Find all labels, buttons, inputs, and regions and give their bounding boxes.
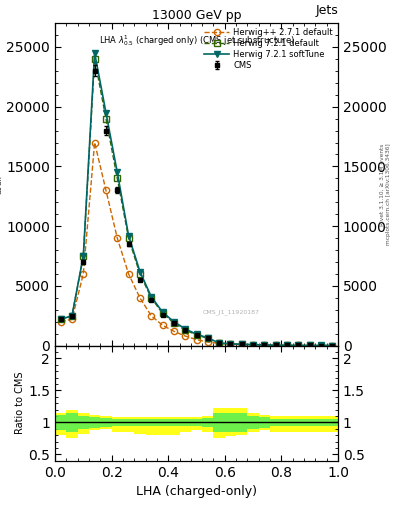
Herwig 7.2.1 default [330,343,335,349]
Herwig++ 2.7.1 default [194,336,199,343]
Herwig 7.2.1 default [251,342,255,348]
Herwig 7.2.1 softTune [149,293,154,300]
Herwig++ 2.7.1 default [251,342,255,348]
Herwig++ 2.7.1 default [126,271,131,277]
Herwig 7.2.1 softTune [307,343,312,349]
Herwig 7.2.1 default [285,343,289,349]
Herwig 7.2.1 softTune [104,110,108,116]
X-axis label: LHA (charged-only): LHA (charged-only) [136,485,257,498]
Herwig 7.2.1 default [194,332,199,338]
Y-axis label: $\frac{1}{\mathrm{d}\sigma}\frac{\mathrm{d}\sigma}{\mathrm{d}\lambda}$: $\frac{1}{\mathrm{d}\sigma}\frac{\mathrm… [0,174,5,195]
Herwig++ 2.7.1 default [160,322,165,328]
Herwig 7.2.1 default [138,271,142,277]
Herwig 7.2.1 default [58,316,63,323]
Herwig 7.2.1 default [70,313,74,319]
Herwig 7.2.1 default [206,335,210,342]
Herwig++ 2.7.1 default [115,235,119,241]
Herwig++ 2.7.1 default [171,328,176,334]
Herwig 7.2.1 softTune [274,342,278,348]
Herwig 7.2.1 softTune [228,340,233,347]
Herwig 7.2.1 default [92,56,97,62]
Herwig 7.2.1 softTune [262,342,267,348]
Herwig++ 2.7.1 default [104,187,108,194]
Herwig 7.2.1 default [319,343,323,349]
Herwig 7.2.1 softTune [171,318,176,325]
Herwig 7.2.1 default [126,235,131,241]
Herwig 7.2.1 softTune [330,343,335,349]
Herwig 7.2.1 default [104,116,108,122]
Herwig++ 2.7.1 default [239,342,244,348]
Herwig 7.2.1 default [274,342,278,348]
Herwig++ 2.7.1 default [274,342,278,348]
Herwig 7.2.1 softTune [115,169,119,176]
Herwig++ 2.7.1 default [217,340,222,347]
Herwig++ 2.7.1 default [319,343,323,349]
Herwig 7.2.1 softTune [138,268,142,274]
Herwig++ 2.7.1 default [138,295,142,301]
Herwig++ 2.7.1 default [92,139,97,145]
Text: Rivet 3.1.10, ≥ 3.1M events
mcplots.cern.ch [arXiv:1306.3436]: Rivet 3.1.10, ≥ 3.1M events mcplots.cern… [380,144,391,245]
Herwig++ 2.7.1 default [70,316,74,323]
Herwig++ 2.7.1 default [58,318,63,325]
Herwig 7.2.1 softTune [81,253,86,259]
Herwig++ 2.7.1 default [262,342,267,348]
Herwig 7.2.1 softTune [126,232,131,239]
Title: 13000 GeV pp: 13000 GeV pp [152,9,241,22]
Line: Herwig 7.2.1 default: Herwig 7.2.1 default [57,56,336,349]
Herwig 7.2.1 softTune [296,343,301,349]
Herwig++ 2.7.1 default [228,341,233,347]
Herwig 7.2.1 softTune [285,342,289,348]
Herwig 7.2.1 default [307,343,312,349]
Herwig++ 2.7.1 default [183,333,187,339]
Herwig 7.2.1 softTune [194,331,199,337]
Herwig 7.2.1 softTune [251,342,255,348]
Herwig 7.2.1 softTune [217,340,222,346]
Herwig 7.2.1 default [228,341,233,347]
Herwig 7.2.1 default [81,253,86,259]
Herwig 7.2.1 softTune [58,316,63,323]
Herwig 7.2.1 softTune [239,342,244,348]
Herwig++ 2.7.1 default [330,343,335,349]
Herwig++ 2.7.1 default [81,271,86,277]
Herwig 7.2.1 default [183,327,187,333]
Herwig 7.2.1 default [239,342,244,348]
Text: Jets: Jets [315,4,338,16]
Text: CMS_J1_11920187: CMS_J1_11920187 [202,309,259,315]
Herwig 7.2.1 default [160,310,165,316]
Herwig 7.2.1 softTune [183,326,187,332]
Line: Herwig++ 2.7.1 default: Herwig++ 2.7.1 default [57,139,336,349]
Herwig 7.2.1 default [149,295,154,301]
Herwig 7.2.1 softTune [92,50,97,56]
Herwig 7.2.1 softTune [70,313,74,319]
Text: LHA $\lambda^{1}_{0.5}$ (charged only) (CMS jet substructure): LHA $\lambda^{1}_{0.5}$ (charged only) (… [99,33,294,48]
Herwig 7.2.1 default [115,175,119,181]
Herwig++ 2.7.1 default [296,343,301,349]
Herwig 7.2.1 default [217,340,222,346]
Herwig 7.2.1 default [296,343,301,349]
Herwig 7.2.1 softTune [160,309,165,315]
Herwig 7.2.1 default [262,342,267,348]
Herwig 7.2.1 softTune [206,335,210,341]
Legend: Herwig++ 2.7.1 default, Herwig 7.2.1 default, Herwig 7.2.1 softTune, CMS: Herwig++ 2.7.1 default, Herwig 7.2.1 def… [201,25,336,74]
Line: Herwig 7.2.1 softTune: Herwig 7.2.1 softTune [57,50,336,349]
Herwig 7.2.1 softTune [319,343,323,349]
Y-axis label: Ratio to CMS: Ratio to CMS [15,372,26,435]
Herwig++ 2.7.1 default [285,343,289,349]
Herwig++ 2.7.1 default [206,339,210,345]
Herwig++ 2.7.1 default [149,313,154,319]
Herwig 7.2.1 default [171,320,176,326]
Herwig++ 2.7.1 default [307,343,312,349]
